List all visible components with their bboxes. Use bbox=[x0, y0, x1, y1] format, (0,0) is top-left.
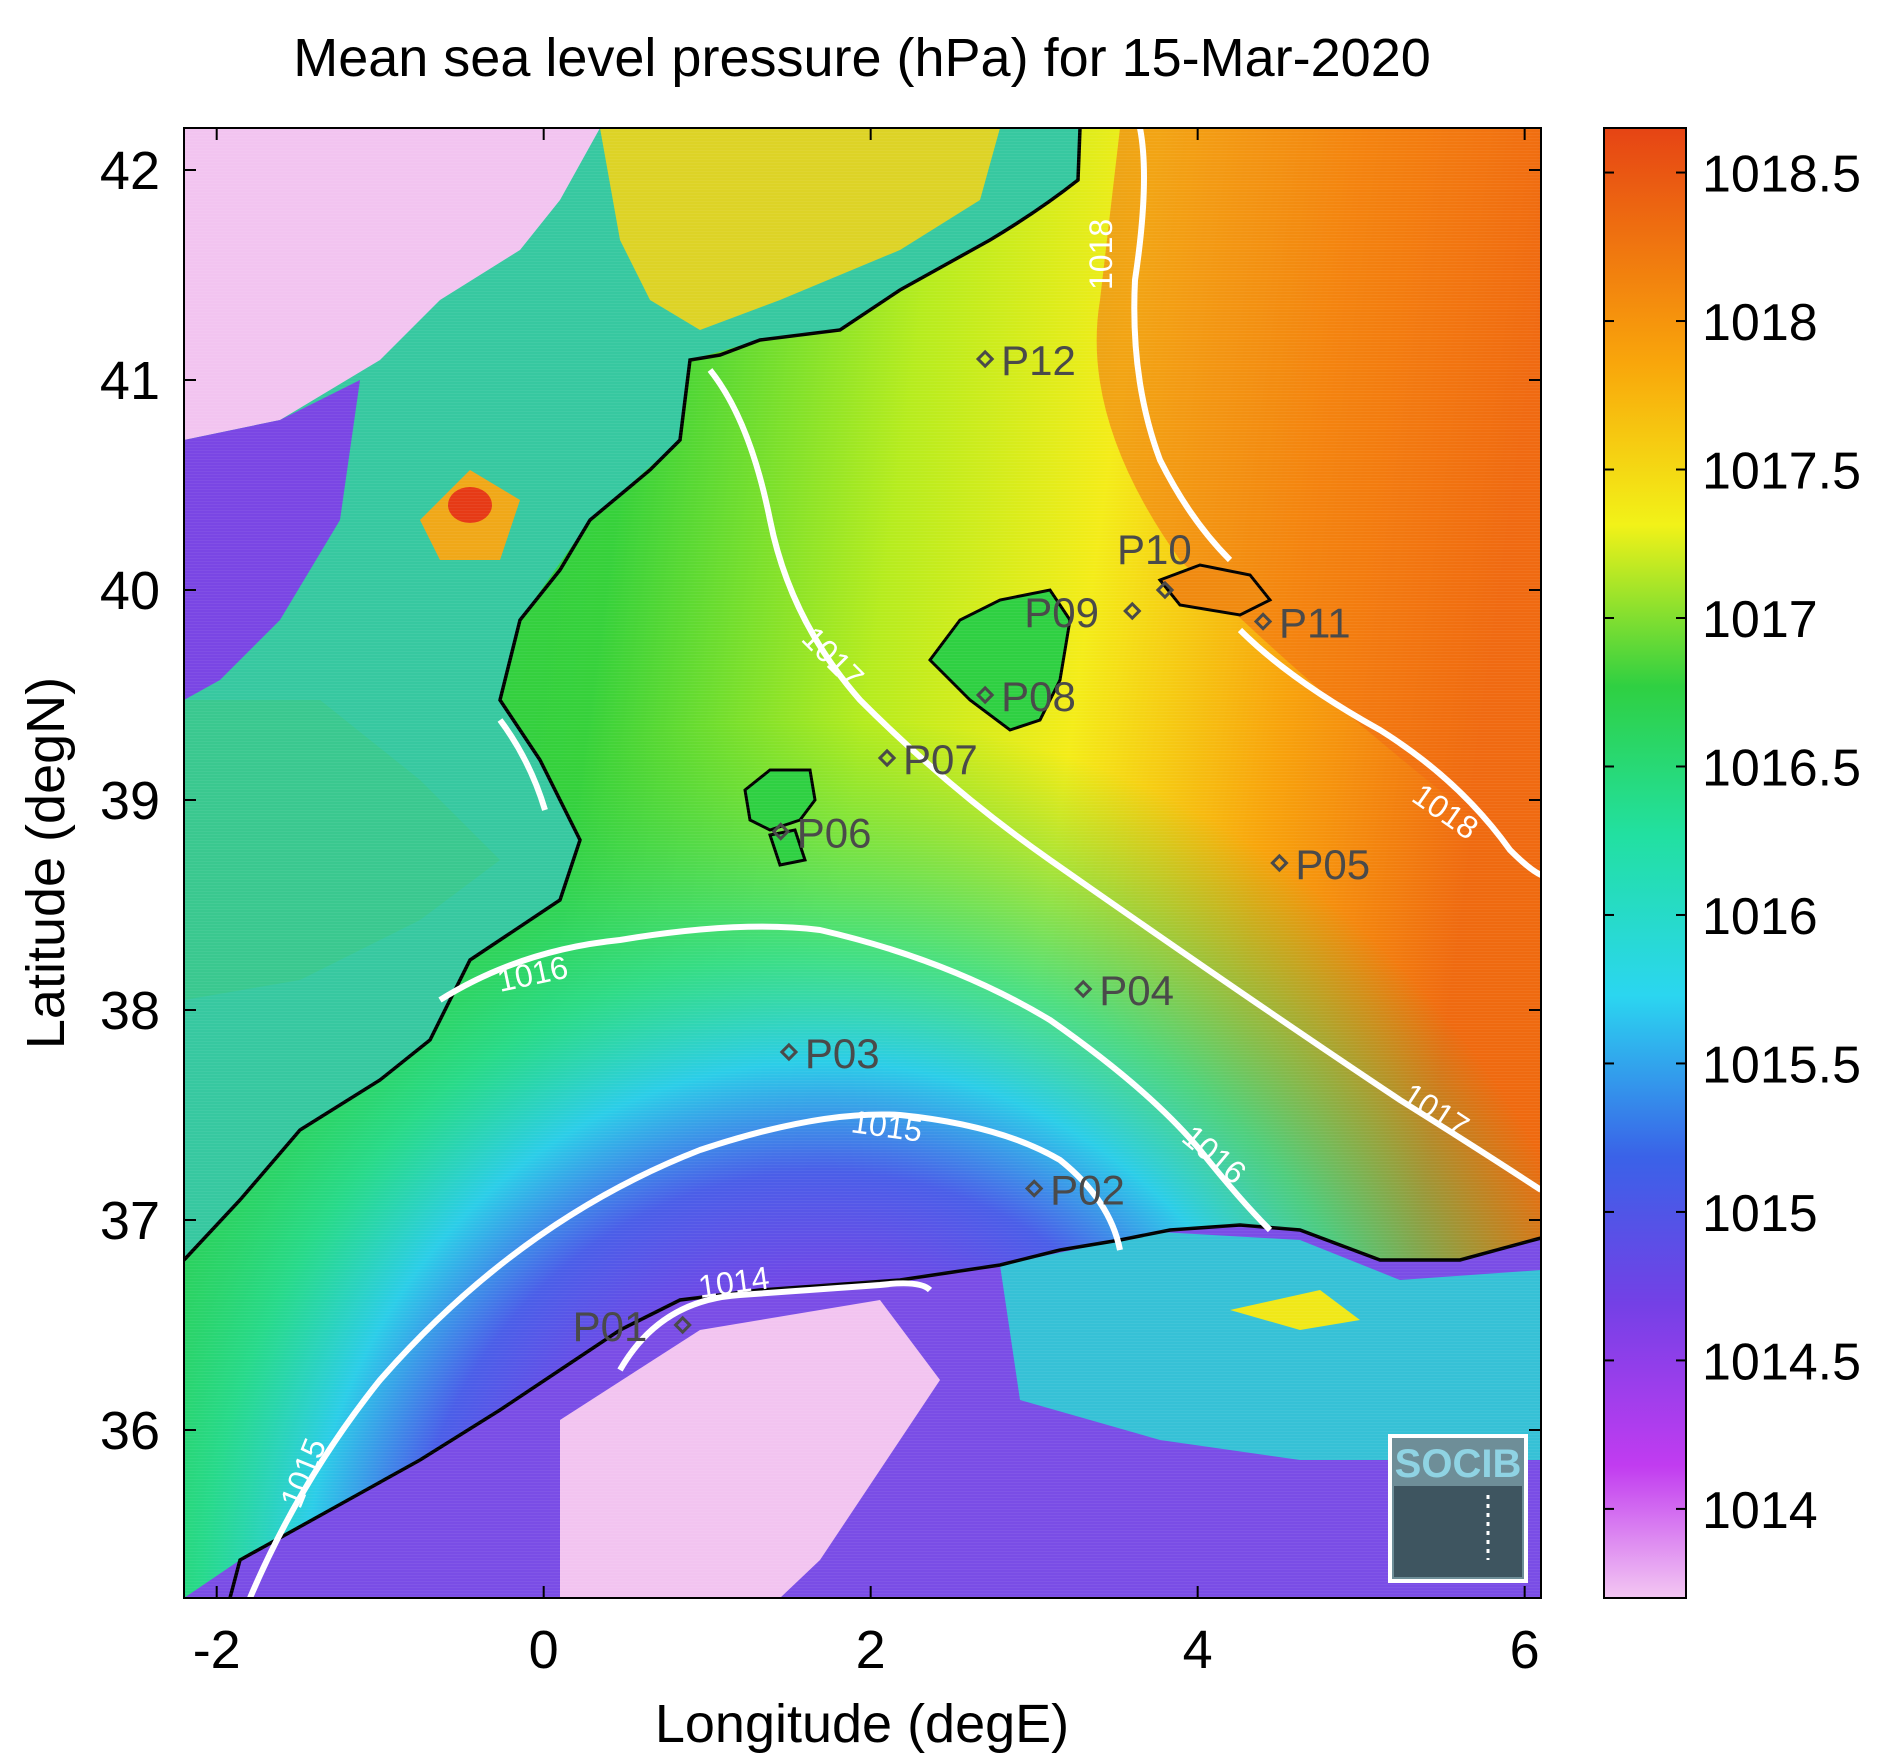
station-label: P03 bbox=[805, 1030, 880, 1077]
x-tick-label: 4 bbox=[1183, 1620, 1213, 1680]
station-label: P04 bbox=[1099, 967, 1174, 1014]
y-axis: 36 37 38 39 40 41 42 bbox=[100, 141, 1541, 1461]
map-title: Mean sea level pressure (hPa) for 15-Mar… bbox=[293, 28, 1431, 88]
station-marker bbox=[1024, 1179, 1044, 1198]
station-label: P05 bbox=[1295, 841, 1370, 888]
y-axis-label: Latitude (degN) bbox=[16, 677, 76, 1049]
y-tick-label: 41 bbox=[100, 351, 160, 411]
y-tick-label: 40 bbox=[100, 561, 160, 621]
logo-text: SOCIB bbox=[1395, 1442, 1522, 1486]
station-marker bbox=[1123, 601, 1142, 621]
x-axis-label: Longitude (degE) bbox=[655, 1694, 1069, 1754]
y-tick-label: 37 bbox=[100, 1191, 160, 1251]
station-label: P06 bbox=[797, 810, 872, 857]
colorbar-tick-label: 1017.5 bbox=[1702, 443, 1861, 501]
station-marker bbox=[779, 1042, 799, 1062]
colorbar-tick-label: 1017 bbox=[1702, 591, 1818, 649]
station-label: P08 bbox=[1001, 673, 1076, 720]
colorbar bbox=[1603, 127, 1687, 1599]
colorbar-tick-label: 1014 bbox=[1702, 1482, 1818, 1540]
x-tick-label: 6 bbox=[1510, 1620, 1540, 1680]
socib-logo: SOCIB bbox=[1388, 1434, 1528, 1583]
station-marker bbox=[771, 822, 790, 841]
colorbar-tick-label: 1016.5 bbox=[1702, 739, 1861, 797]
colorbar-ticks: 1014 1014.5 1015 1015.5 1016 1016.5 1017 1017.5… bbox=[1604, 146, 1861, 1540]
station-label: P09 bbox=[1024, 589, 1099, 636]
station-label: P07 bbox=[903, 736, 978, 783]
colorbar-tick-label: 1018 bbox=[1702, 294, 1818, 352]
station-label: P01 bbox=[573, 1303, 648, 1350]
plot-frame bbox=[183, 127, 1542, 1599]
station-marker bbox=[1253, 612, 1273, 631]
station-marker bbox=[1074, 979, 1093, 999]
station-marker bbox=[975, 685, 995, 705]
station-label: P11 bbox=[1279, 600, 1351, 647]
station-label: P12 bbox=[1001, 337, 1076, 384]
y-tick-label: 42 bbox=[100, 141, 160, 201]
station-label: P02 bbox=[1050, 1167, 1125, 1214]
station-marker bbox=[975, 349, 995, 369]
colorbar-tick-label: 1015 bbox=[1702, 1185, 1818, 1243]
x-tick-label: -2 bbox=[193, 1620, 241, 1680]
y-tick-label: 36 bbox=[100, 1401, 160, 1461]
pressure-field: 1014 1015 1015 1016 1016 1017 1017 1018 … bbox=[184, 128, 1541, 1598]
station-marker bbox=[1270, 853, 1289, 873]
raster-texture bbox=[184, 128, 1541, 1598]
station-marker bbox=[673, 1315, 692, 1335]
colorbar-tick-label: 1015.5 bbox=[1702, 1036, 1861, 1094]
colorbar-tick-label: 1016 bbox=[1702, 888, 1818, 946]
colorbar-tick-label: 1018.5 bbox=[1702, 146, 1861, 204]
station-marker bbox=[877, 748, 897, 768]
station-label: P10 bbox=[1117, 526, 1192, 573]
station-marker bbox=[1155, 580, 1175, 600]
x-tick-label: 2 bbox=[856, 1620, 886, 1680]
station-markers: P01 P02 P03 P04 P05 P06 P07 P08 P09 P10 P11 P12 bbox=[573, 337, 1370, 1350]
y-tick-label: 39 bbox=[100, 771, 160, 831]
y-tick-label: 38 bbox=[100, 981, 160, 1041]
colorbar-tick-label: 1014.5 bbox=[1702, 1333, 1861, 1391]
x-axis: -2 0 2 4 6 bbox=[193, 128, 1540, 1680]
x-tick-label: 0 bbox=[529, 1620, 559, 1680]
